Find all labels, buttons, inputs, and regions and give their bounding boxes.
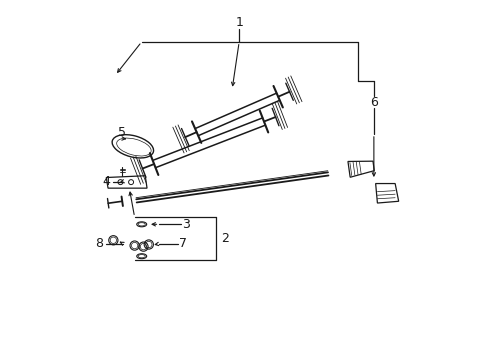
Text: 5: 5: [118, 126, 126, 139]
Text: 4: 4: [102, 175, 110, 188]
Text: 2: 2: [221, 232, 229, 245]
Text: 3: 3: [182, 218, 190, 231]
Text: 8: 8: [95, 237, 102, 250]
Text: 6: 6: [369, 95, 377, 108]
Text: 1: 1: [235, 16, 243, 29]
Text: 7: 7: [179, 237, 186, 250]
